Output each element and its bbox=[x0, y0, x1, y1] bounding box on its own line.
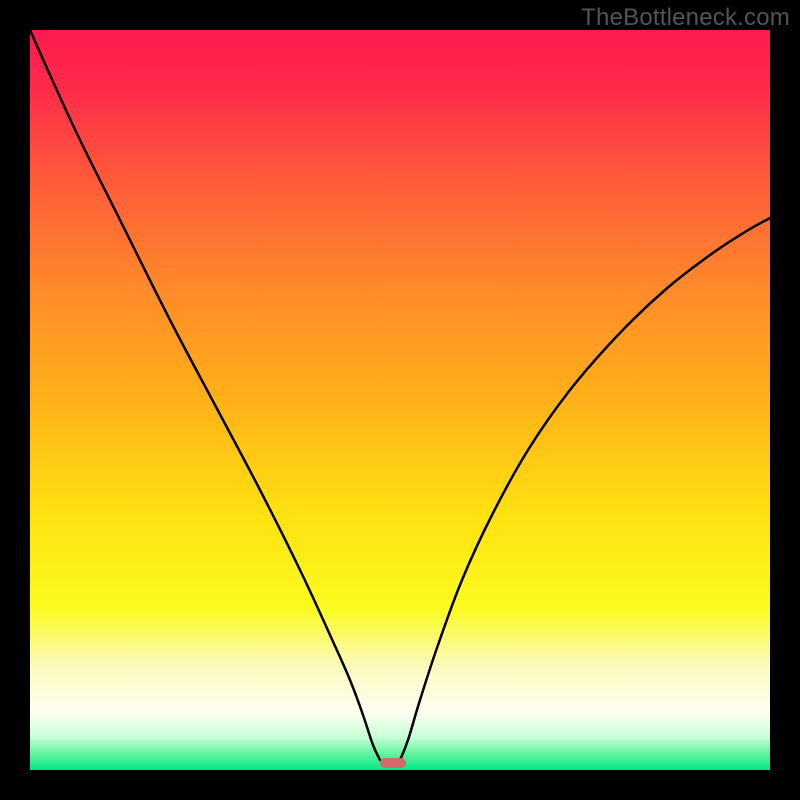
chart-svg bbox=[0, 0, 800, 800]
bottleneck-chart: TheBottleneck.com bbox=[0, 0, 800, 800]
minimum-marker bbox=[380, 758, 406, 768]
watermark-text: TheBottleneck.com bbox=[581, 4, 790, 32]
plot-area bbox=[30, 30, 770, 770]
